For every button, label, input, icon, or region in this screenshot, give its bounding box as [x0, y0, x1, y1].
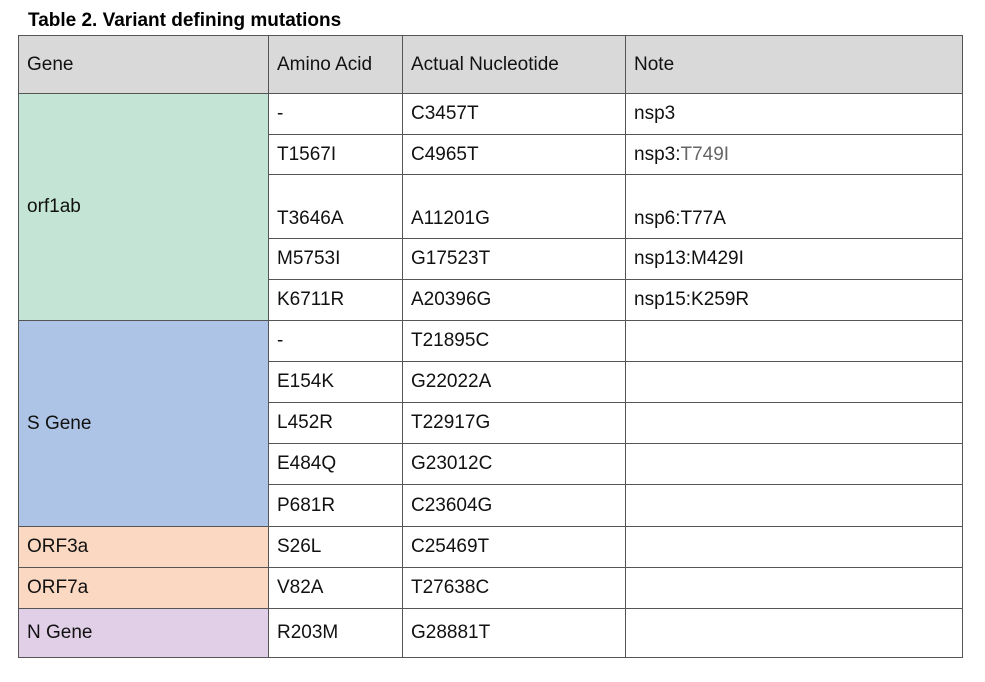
note-cell	[625, 443, 963, 485]
note-cell: nsp13:M429I	[625, 238, 963, 280]
table-row: N Gene R203M G28881T	[18, 608, 963, 658]
table-row: T3646A A11201G nsp6:T77A	[19, 174, 963, 239]
amino-acid-cell: K6711R	[268, 279, 403, 321]
table-row: S Gene - T21895C	[18, 320, 963, 527]
header-cell: Gene	[18, 35, 269, 94]
mutation-table: Gene Amino Acid Actual Nucleotide Note orf1…	[18, 35, 963, 658]
amino-acid-cell: M5753I	[268, 238, 403, 280]
note-cell: nsp3	[625, 93, 963, 135]
note-cell: nsp3:T749I	[625, 134, 963, 175]
note-cell	[625, 320, 963, 362]
note-cell	[625, 608, 963, 658]
nucleotide-cell: T22917G	[402, 402, 626, 444]
note-cell	[625, 484, 963, 527]
gene-cell: ORF3a	[18, 526, 269, 568]
header-cell: Amino Acid	[268, 35, 403, 94]
note-cell	[625, 402, 963, 444]
header-cell: Note	[625, 35, 963, 94]
gene-cell: ORF7a	[18, 567, 269, 609]
note-part: T749I	[680, 143, 730, 165]
nucleotide-cell: T21895C	[402, 320, 626, 362]
nucleotide-cell: C23604G	[402, 484, 626, 527]
nucleotide-cell: G17523T	[402, 238, 626, 280]
nucleotide-cell: G28881T	[402, 608, 626, 658]
amino-acid-cell: V82A	[268, 567, 403, 609]
table-row: L452R T22917G	[19, 402, 963, 444]
table-row: P681R C23604G	[19, 484, 963, 527]
amino-acid-cell: R203M	[268, 608, 403, 658]
amino-acid-cell: -	[268, 93, 403, 135]
amino-acid-cell: T3646A	[268, 174, 403, 239]
table-row: K6711R A20396G nsp15:K259R	[19, 279, 963, 321]
nucleotide-cell: G23012C	[402, 443, 626, 485]
nucleotide-cell: T27638C	[402, 567, 626, 609]
amino-acid-cell: E484Q	[268, 443, 403, 485]
amino-acid-cell: L452R	[268, 402, 403, 444]
nucleotide-cell: C25469T	[402, 526, 626, 568]
nucleotide-cell: C3457T	[402, 93, 626, 135]
table-row: ORF7a V82A T27638C	[18, 567, 963, 609]
amino-acid-cell: T1567I	[268, 134, 403, 175]
table-row: orf1ab - C3457T nsp3	[18, 93, 963, 321]
amino-acid-cell: P681R	[268, 484, 403, 527]
gene-cell: S Gene	[18, 320, 269, 527]
nucleotide-cell: G22022A	[402, 361, 626, 403]
amino-acid-cell: E154K	[268, 361, 403, 403]
nucleotide-cell: C4965T	[402, 134, 626, 175]
note-cell: nsp6:T77A	[625, 174, 963, 239]
note-cell	[625, 567, 963, 609]
gene-cell: N Gene	[18, 608, 269, 658]
note-cell	[625, 526, 963, 568]
amino-acid-cell: -	[268, 320, 403, 362]
note-cell: nsp15:K259R	[625, 279, 963, 321]
nucleotide-cell: A20396G	[402, 279, 626, 321]
table-title: Table 2. Variant defining mutations	[28, 10, 342, 31]
header-cell: Actual Nucleotide	[402, 35, 626, 94]
gene-cell: orf1ab	[18, 93, 269, 321]
table-row: T1567I C4965T nsp3:T749I	[19, 134, 963, 175]
amino-acid-cell: S26L	[268, 526, 403, 568]
note-cell	[625, 361, 963, 403]
nucleotide-cell: A11201G	[402, 174, 626, 239]
note-part: nsp3:	[634, 143, 681, 165]
table-row: ORF3a S26L C25469T	[18, 526, 963, 568]
header-row: Gene Amino Acid Actual Nucleotide Note	[18, 35, 963, 94]
